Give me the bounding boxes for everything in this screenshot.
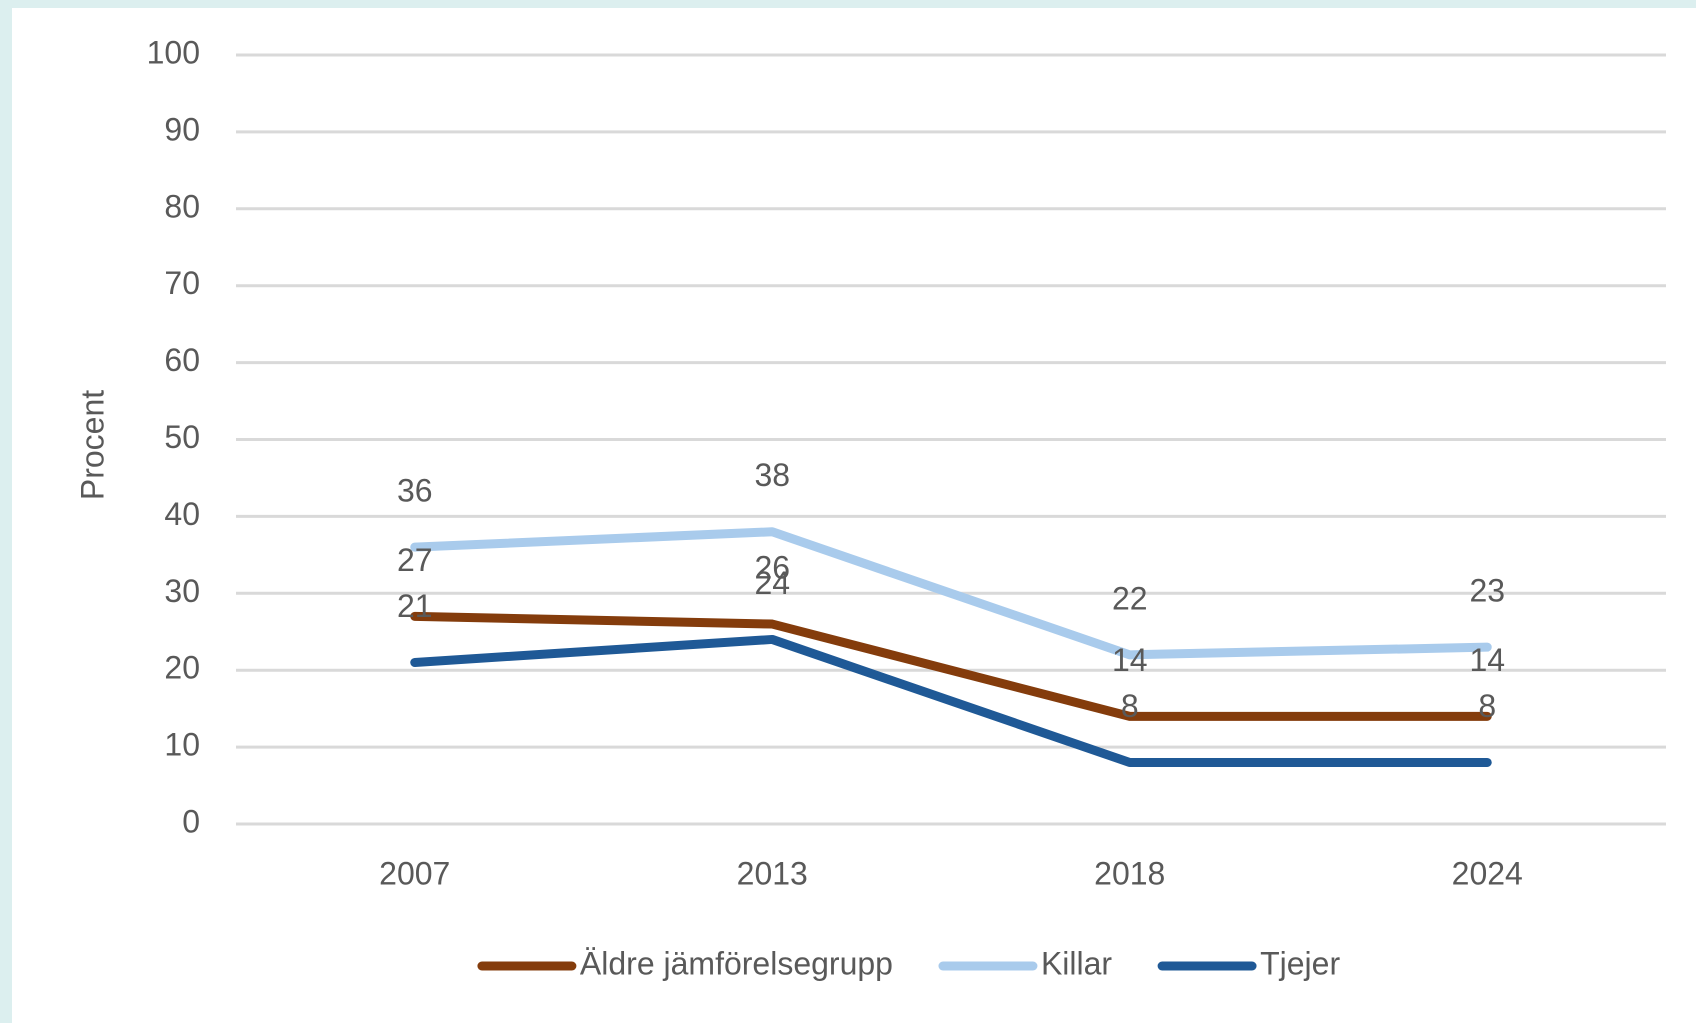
data-label: 14 xyxy=(1469,642,1505,678)
data-label: 14 xyxy=(1112,642,1148,678)
legend-label: Killar xyxy=(1041,945,1112,981)
y-axis-label: Procent xyxy=(74,390,110,500)
y-tick-label: 100 xyxy=(147,34,200,70)
y-tick-label: 50 xyxy=(164,419,200,455)
data-label: 36 xyxy=(397,473,433,509)
data-label: 24 xyxy=(754,565,790,601)
y-tick-label: 80 xyxy=(164,188,200,224)
x-tick-label: 2024 xyxy=(1452,855,1523,891)
y-tick-label: 40 xyxy=(164,496,200,532)
data-label: 38 xyxy=(754,457,790,493)
x-tick-label: 2013 xyxy=(737,855,808,891)
data-label: 8 xyxy=(1121,688,1139,724)
x-tick-label: 2018 xyxy=(1094,855,1165,891)
data-label: 8 xyxy=(1478,688,1496,724)
data-label: 22 xyxy=(1112,580,1148,616)
y-tick-label: 20 xyxy=(164,650,200,686)
legend-label: Tjejer xyxy=(1260,945,1340,981)
series-line xyxy=(410,527,1492,660)
x-tick-label: 2007 xyxy=(379,855,450,891)
series-line xyxy=(410,611,1492,721)
data-label: 21 xyxy=(397,588,433,624)
legend-label: Äldre jämförelsegrupp xyxy=(580,945,893,981)
series-line xyxy=(410,634,1492,767)
y-tick-label: 90 xyxy=(164,111,200,147)
data-label: 23 xyxy=(1469,573,1505,609)
y-tick-label: 10 xyxy=(164,727,200,763)
y-tick-label: 0 xyxy=(182,803,200,839)
y-tick-label: 60 xyxy=(164,342,200,378)
data-label: 26 xyxy=(754,550,790,586)
data-label: 27 xyxy=(397,542,433,578)
y-tick-label: 30 xyxy=(164,573,200,609)
y-tick-label: 70 xyxy=(164,265,200,301)
